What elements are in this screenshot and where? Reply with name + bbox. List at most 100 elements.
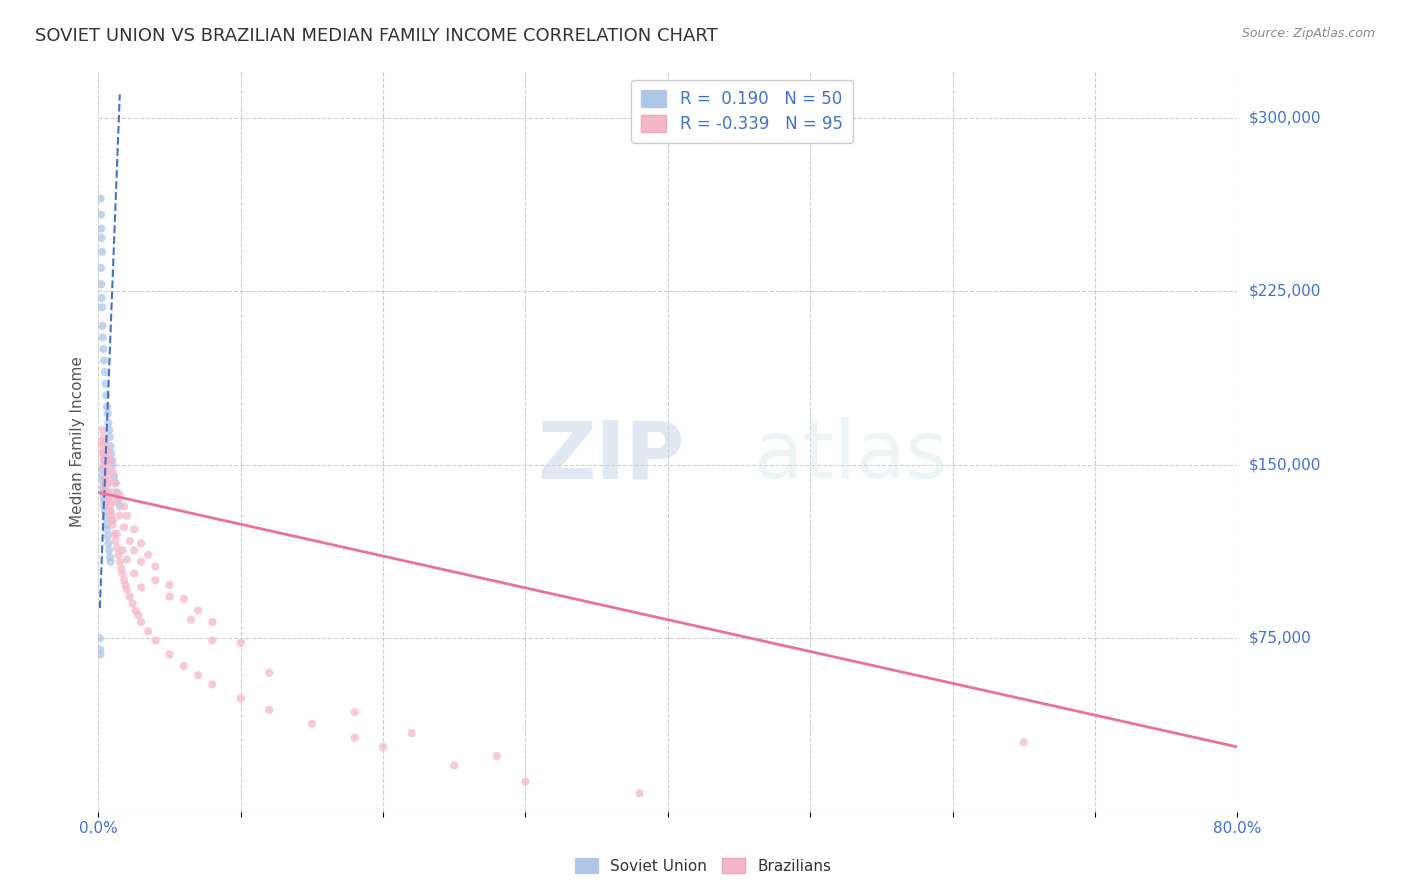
Point (97, 449, 120, 463)
Point (97, 485, 120, 500)
Point (91, 318, 114, 333)
Text: $150,000: $150,000 (1249, 458, 1320, 472)
Point (98, 430, 121, 444)
Point (91, 330, 114, 344)
Point (105, 485, 128, 500)
Point (97, 529, 120, 543)
Text: atlas: atlas (754, 417, 948, 495)
Point (118, 590, 141, 604)
Point (90, 260, 112, 275)
Text: $300,000: $300,000 (1249, 110, 1320, 125)
Point (115, 582, 138, 597)
Point (90, 231, 112, 245)
Text: Source: ZipAtlas.com: Source: ZipAtlas.com (1241, 27, 1375, 40)
Point (96, 442, 118, 456)
Point (110, 562, 132, 576)
Point (129, 536, 152, 550)
Point (98, 474, 121, 488)
Point (100, 446, 122, 460)
Point (628, 786, 651, 800)
Point (91, 439, 114, 453)
Point (97, 490, 120, 504)
Point (401, 726, 423, 740)
Point (201, 633, 224, 648)
Point (111, 543, 134, 558)
Point (108, 508, 131, 523)
Point (101, 458, 124, 472)
Point (96, 474, 118, 488)
Point (118, 534, 141, 549)
Point (122, 523, 145, 537)
Point (122, 543, 145, 558)
Point (91, 462, 114, 476)
Point (98, 500, 121, 514)
Point (104, 476, 127, 491)
Point (486, 749, 509, 764)
Point (145, 633, 167, 648)
Point (91, 446, 114, 460)
Point (101, 465, 124, 479)
Point (94, 485, 117, 500)
Point (89, 648, 111, 662)
Point (103, 527, 125, 541)
Point (122, 566, 145, 581)
Point (94, 376, 117, 391)
Point (93, 476, 115, 491)
Point (101, 485, 124, 500)
Point (89, 642, 111, 657)
Point (108, 500, 131, 514)
Point (129, 615, 152, 629)
Point (94, 365, 117, 379)
Point (107, 548, 129, 562)
Point (90, 208, 112, 222)
Point (97, 536, 120, 550)
Point (187, 668, 209, 682)
Point (105, 527, 128, 541)
Point (96, 388, 118, 402)
Point (98, 423, 121, 437)
Y-axis label: Median Family Income: Median Family Income (69, 356, 84, 527)
Legend: R =  0.190   N = 50, R = -0.339   N = 95: R = 0.190 N = 50, R = -0.339 N = 95 (631, 79, 852, 143)
Point (115, 508, 138, 523)
Point (98, 543, 121, 558)
Point (98, 550, 121, 565)
Point (100, 555, 122, 569)
Point (104, 534, 127, 549)
Point (93, 453, 115, 467)
Point (229, 691, 252, 706)
Point (90, 221, 112, 235)
Point (103, 469, 125, 483)
Point (91, 474, 114, 488)
Point (443, 758, 465, 772)
Point (91, 481, 114, 495)
Point (173, 591, 195, 606)
Point (93, 485, 115, 500)
Point (93, 494, 115, 508)
Point (94, 469, 117, 483)
Point (1012, 735, 1035, 749)
Point (89, 631, 111, 645)
Point (105, 541, 128, 555)
Point (94, 511, 117, 525)
Point (187, 603, 209, 617)
Point (94, 504, 117, 518)
Legend: Soviet Union, Brazilians: Soviet Union, Brazilians (568, 852, 838, 880)
Point (93, 500, 115, 514)
Point (91, 244, 114, 259)
Point (93, 353, 115, 368)
Point (343, 731, 366, 745)
Text: $225,000: $225,000 (1249, 284, 1320, 299)
Point (108, 555, 131, 569)
Point (96, 523, 118, 537)
Point (201, 615, 224, 629)
Point (173, 659, 195, 673)
Point (101, 453, 124, 467)
Point (93, 458, 115, 472)
Point (98, 494, 121, 508)
Point (371, 739, 394, 754)
Point (97, 465, 120, 479)
Point (91, 301, 114, 315)
Point (159, 648, 181, 662)
Point (97, 407, 120, 421)
Point (108, 488, 131, 502)
